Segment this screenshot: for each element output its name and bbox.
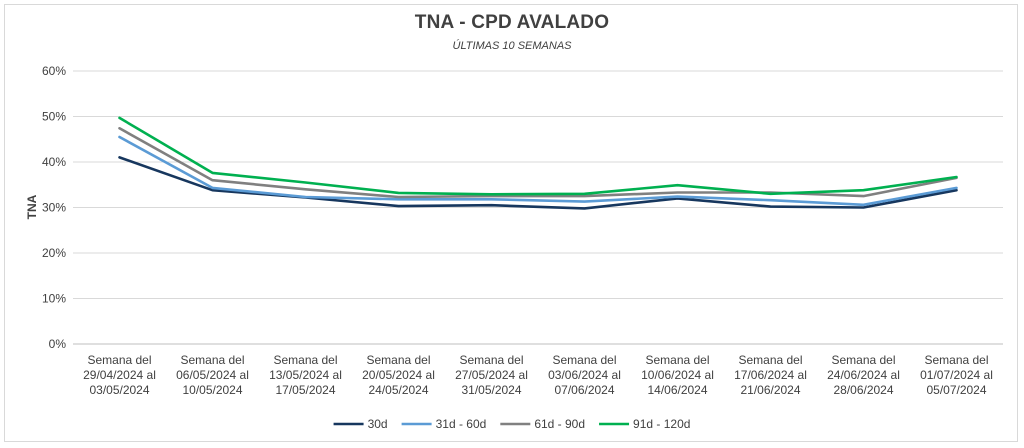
x-tick-label: Semana del 01/07/2024 al 05/07/2024 <box>920 353 993 397</box>
series-line <box>118 156 958 210</box>
x-tick-label: Semana del 27/05/2024 al 31/05/2024 <box>455 353 528 397</box>
y-tick-label: 60% <box>42 64 66 78</box>
legend-label: 31d - 60d <box>436 417 487 431</box>
legend: 30d 31d - 60d 61d - 90d 91d - 120d <box>333 417 690 431</box>
legend-label: 61d - 90d <box>534 417 585 431</box>
x-tick-label: Semana del 13/05/2024 al 17/05/2024 <box>269 353 342 397</box>
series-lines <box>118 116 958 210</box>
y-axis-ticks: 0% 10% 20% 30% 40% 50% 60% <box>42 64 66 351</box>
y-tick-label: 20% <box>42 246 66 260</box>
y-tick-label: 30% <box>42 201 66 215</box>
series-line <box>118 127 958 199</box>
chart-title: TNA - CPD AVALADO <box>414 12 610 33</box>
legend-label: 30d <box>368 417 388 431</box>
y-axis-label: TNA <box>25 194 39 219</box>
x-tick-label: Semana del 03/06/2024 al 07/06/2024 <box>548 353 621 397</box>
series-line <box>118 135 958 207</box>
chart-frame <box>4 4 1018 442</box>
x-tick-label: Semana del 24/06/2024 al 28/06/2024 <box>827 353 900 397</box>
series-line <box>118 116 958 196</box>
x-tick-label: Semana del 10/06/2024 al 14/06/2024 <box>641 353 714 397</box>
legend-label: 91d - 120d <box>633 417 690 431</box>
y-tick-label: 50% <box>42 110 66 124</box>
x-tick-label: Semana del 17/06/2024 al 21/06/2024 <box>734 353 807 397</box>
x-tick-label: Semana del 20/05/2024 al 24/05/2024 <box>362 353 435 397</box>
chart-subtitle: ÚLTIMAS 10 SEMANAS <box>452 40 572 52</box>
x-tick-label: Semana del 06/05/2024 al 10/05/2024 <box>176 353 249 397</box>
x-axis-ticks: Semana del 29/04/2024 al 03/05/2024 Semana … <box>83 353 993 397</box>
y-tick-label: 0% <box>49 337 67 351</box>
x-tick-label: Semana del 29/04/2024 al 03/05/2024 <box>83 353 156 397</box>
y-tick-label: 40% <box>42 155 66 169</box>
y-tick-label: 10% <box>42 292 66 306</box>
